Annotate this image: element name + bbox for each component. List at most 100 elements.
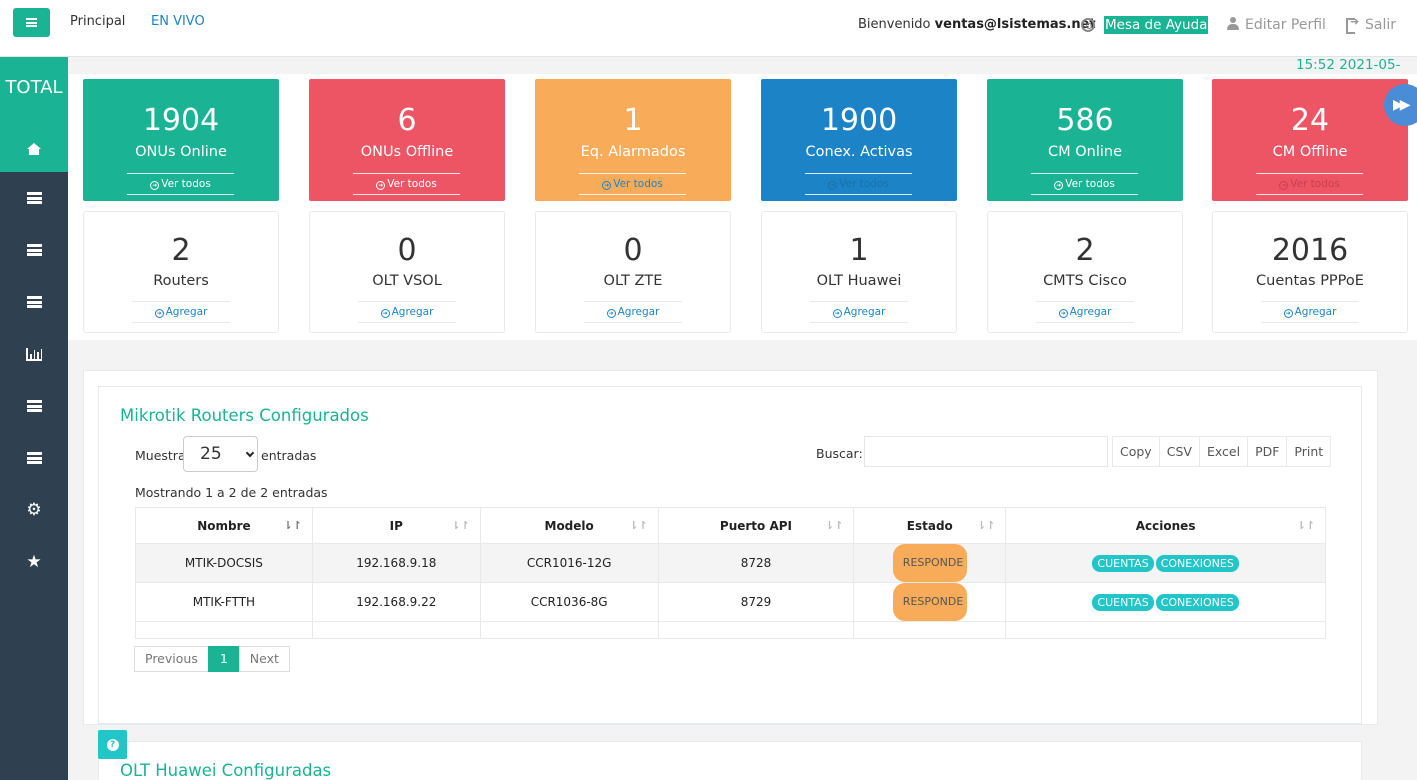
add-link[interactable]: ➜ Agregar	[358, 301, 456, 323]
cell-modelo: CCR1016-12G	[479, 543, 659, 583]
circle-arrow-icon: ➜	[376, 181, 386, 190]
edit-profile-link[interactable]: Editar Perfil	[1227, 17, 1326, 33]
stat-label: Routers	[153, 273, 209, 289]
conexiones-button[interactable]: CONEXIONES	[1155, 554, 1239, 572]
column-header-modelo[interactable]: Modelo ⇂↾	[479, 507, 659, 544]
add-link[interactable]: ➜ Agregar	[1036, 301, 1134, 323]
cell-ip: 192.168.9.22	[311, 582, 481, 622]
view-all-link[interactable]: ➜ Ver todos	[127, 173, 234, 195]
circle-arrow-icon: ➜	[1054, 181, 1064, 190]
pdf-button[interactable]: PDF	[1247, 436, 1288, 467]
server-icon	[26, 296, 42, 308]
olt-huawei-panel-title: OLT Huawei Configuradas	[120, 761, 332, 780]
logout-label: Salir	[1365, 17, 1397, 33]
menu-toggle-button[interactable]	[13, 8, 50, 37]
expand-panel-button[interactable]: ▶▶	[1384, 84, 1417, 126]
cuentas-button[interactable]: CUENTAS	[1092, 593, 1154, 611]
help-desk-link[interactable]: Mesa de Ayuda	[1104, 16, 1209, 34]
sort-asc-icon: ⇂↾	[283, 519, 302, 532]
sidebar-item-stats[interactable]	[0, 328, 68, 380]
brand-logo: TOTAL	[0, 57, 68, 119]
welcome-message: Bienvenido ventas@lsistemas.net	[858, 17, 1096, 32]
print-button[interactable]: Print	[1286, 436, 1332, 467]
circle-arrow-icon: ➜	[828, 181, 838, 190]
forward-icon: ▶▶	[1393, 97, 1410, 113]
search-label: Buscar:	[816, 446, 863, 461]
view-all-link[interactable]: ➜ Ver todos	[579, 173, 686, 195]
column-header-ip[interactable]: IP ⇂↾	[311, 507, 481, 544]
stat-card-cmts-cisco: 2 CMTS Cisco ➜ Agregar	[987, 211, 1183, 333]
sidebar-item-servers-2[interactable]	[0, 224, 68, 276]
circle-arrow-icon: ➜	[832, 309, 842, 318]
stats-area	[68, 74, 1417, 340]
sidebar-item-servers-5[interactable]	[0, 432, 68, 484]
stat-label: Eq. Alarmados	[580, 144, 686, 160]
add-link[interactable]: ➜ Agregar	[584, 301, 682, 323]
stat-label: ONUs Online	[135, 144, 227, 160]
nav-principal-link[interactable]: Principal	[70, 14, 126, 29]
search-input[interactable]	[864, 436, 1108, 467]
stat-value: 6	[397, 103, 417, 138]
next-page-button[interactable]: Next	[238, 646, 290, 672]
column-header-estado[interactable]: Estado ⇂↾	[853, 507, 1007, 544]
pagination: Previous 1 Next	[134, 646, 290, 672]
home-icon	[27, 142, 41, 155]
sidebar-item-settings[interactable]: ⚙	[0, 484, 68, 536]
page-1-button[interactable]: 1	[207, 646, 240, 672]
server-icon	[26, 192, 42, 204]
add-link[interactable]: ➜ Agregar	[1261, 301, 1359, 323]
stat-label: OLT VSOL	[372, 273, 442, 289]
conexiones-button[interactable]: CONEXIONES	[1155, 593, 1239, 611]
sign-out-icon	[1346, 15, 1359, 34]
chevron-down-icon	[245, 448, 255, 458]
page-size-select[interactable]: 25	[183, 436, 258, 472]
csv-button[interactable]: CSV	[1158, 436, 1200, 467]
view-all-link[interactable]: ➜ Ver todos	[805, 173, 912, 195]
stat-value: 2016	[1271, 233, 1349, 268]
sidebar-item-favorites[interactable]: ★	[0, 536, 68, 588]
bar-chart-icon	[26, 347, 42, 361]
column-header-puerto-api[interactable]: Puerto API ⇂↾	[657, 507, 855, 544]
server-icon	[26, 400, 42, 412]
circle-arrow-icon: ➜	[606, 309, 616, 318]
stat-value: 24	[1290, 103, 1330, 138]
table-row: MTIK-FTTH 192.168.9.22 CCR1036-8G 8729 R…	[135, 582, 1326, 622]
stat-card-olt-zte: 0 OLT ZTE ➜ Agregar	[535, 211, 731, 333]
column-header-nombre[interactable]: Nombre ⇂↾	[135, 507, 313, 544]
logout-link[interactable]: Salir	[1346, 15, 1397, 34]
view-all-link[interactable]: ➜ Ver todos	[1256, 173, 1363, 195]
column-header-acciones[interactable]: Acciones ⇂↾	[1005, 507, 1326, 544]
view-all-link[interactable]: ➜ Ver todos	[353, 173, 460, 195]
sidebar-item-home[interactable]	[0, 119, 68, 172]
stat-value: 1904	[142, 103, 220, 138]
sidebar-item-servers-3[interactable]	[0, 276, 68, 328]
circle-arrow-icon: ➜	[380, 309, 390, 318]
table-footer-row	[135, 621, 1326, 639]
sort-icon: ⇂↾	[451, 519, 470, 532]
routers-panel-title: Mikrotik Routers Configurados	[120, 406, 369, 425]
copy-button[interactable]: Copy	[1112, 436, 1160, 467]
status-badge: RESPONDE	[892, 583, 967, 621]
question-icon: ?	[106, 738, 119, 751]
table-row: MTIK-DOCSIS 192.168.9.18 CCR1016-12G 872…	[135, 543, 1326, 583]
stat-value: 1900	[820, 103, 898, 138]
add-link[interactable]: ➜ Agregar	[132, 301, 230, 323]
previous-page-button[interactable]: Previous	[134, 646, 209, 672]
cell-modelo: CCR1036-8G	[479, 582, 659, 622]
stat-label: ONUs Offline	[360, 144, 454, 160]
cuentas-button[interactable]: CUENTAS	[1092, 554, 1154, 572]
stat-value: 2	[1075, 233, 1095, 268]
edit-profile-label: Editar Perfil	[1245, 17, 1326, 33]
add-link[interactable]: ➜ Agregar	[810, 301, 908, 323]
view-all-link[interactable]: ➜ Ver todos	[1031, 173, 1138, 195]
excel-button[interactable]: Excel	[1198, 436, 1249, 467]
stat-card-onus-offline: 6 ONUs Offline ➜ Ver todos	[309, 79, 505, 201]
sidebar-item-servers-1[interactable]	[0, 172, 68, 224]
sidebar-item-servers-4[interactable]	[0, 380, 68, 432]
stat-card-onus-online: 1904 ONUs Online ➜ Ver todos	[83, 79, 279, 201]
cell-acciones: CUENTAS CONEXIONES	[1005, 582, 1326, 622]
help-button-olt[interactable]: ?	[98, 730, 127, 759]
server-icon	[26, 452, 42, 464]
nav-en-vivo-link[interactable]: EN VIVO	[151, 14, 205, 29]
sort-icon: ⇂↾	[629, 519, 648, 532]
